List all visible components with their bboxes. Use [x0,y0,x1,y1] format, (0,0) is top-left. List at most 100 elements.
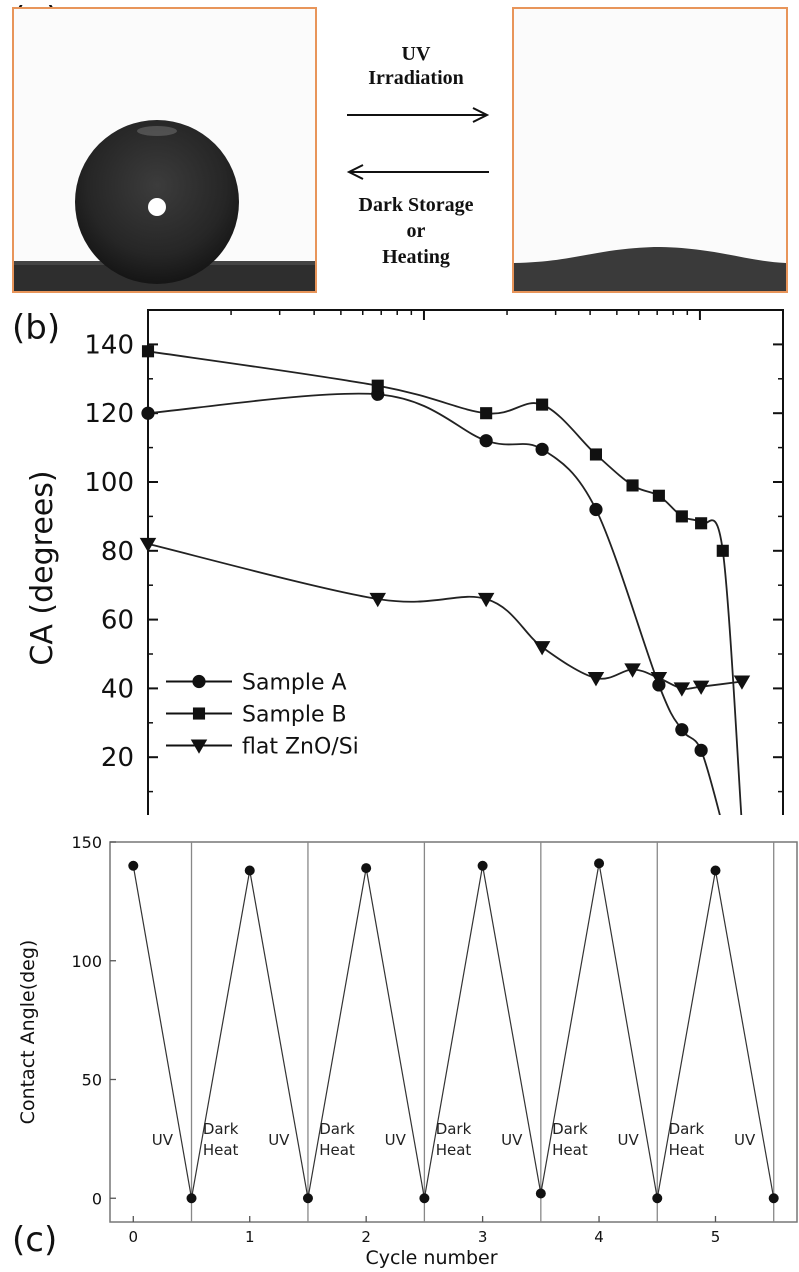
or-text: or [406,220,426,242]
data-point [361,863,372,874]
y-tick-label: 80 [101,537,134,567]
data-point [244,865,255,876]
y-tick-label: 40 [101,674,134,704]
forward-arrow-icon [347,107,490,123]
x-tick-label: 4 [594,1228,604,1246]
x-axis-label: Cycle number [365,1247,497,1269]
droplet-photo-after [512,7,788,293]
x-tick-label: 5 [711,1228,721,1246]
contact-angle-line [132,863,775,1199]
region-label: Heat [669,1141,705,1159]
dark-storage-label: Dark Storage or Heating [321,192,511,270]
y-tick-label: 140 [84,330,134,360]
panel-c-label: (c) [12,1220,58,1260]
data-point [479,434,493,448]
data-point [594,858,605,869]
y-tick-label: 60 [101,606,134,636]
back-arrow-icon [346,164,489,180]
region-label: Dark [203,1120,239,1138]
data-point [477,592,495,608]
data-point [141,406,155,420]
data-point [477,860,488,871]
legend-marker [192,674,206,689]
x-tick-label: 0 [129,1228,139,1246]
data-point [652,489,665,502]
panel-b-label: (b) [12,308,61,348]
data-point [536,398,549,411]
irradiation-text: Irradiation [368,67,464,89]
data-point [675,510,688,523]
y-tick-label: 120 [84,399,134,429]
data-point [533,641,551,656]
region-label: UV [501,1131,523,1149]
data-point [371,379,384,392]
y-tick-label: 20 [101,743,134,773]
data-point [419,1193,430,1204]
data-point [624,663,641,678]
data-point [710,865,721,876]
data-point [186,1193,197,1204]
data-point [652,1193,663,1204]
y-tick-label: 50 [82,1071,102,1090]
series-curve-1 [147,350,743,815]
uv-irradiation-label: UV Irradiation [321,42,511,90]
series-curve-0 [147,392,721,815]
region-label: UV [734,1131,756,1149]
data-point [535,1188,546,1199]
data-point [141,345,155,358]
y-tick-label: 0 [117,812,134,815]
heating-text: Heating [382,246,450,268]
data-point [692,680,710,695]
x-tick-label: 2 [361,1228,371,1246]
droplet-photo-before [12,7,317,293]
data-point [695,517,708,530]
region-label: Dark [669,1120,705,1138]
region-label: Heat [319,1141,355,1159]
region-label: UV [152,1131,174,1149]
legend-label: Sample A [242,671,347,696]
legend-marker [190,739,208,754]
y-tick-label: 100 [84,468,134,498]
legend-label: flat ZnO/Si [242,735,359,760]
region-label: Heat [552,1141,588,1159]
data-point [535,442,549,456]
data-point [650,672,668,687]
data-point [716,544,729,557]
x-tick-label: 1 [245,1228,255,1246]
data-point [302,1193,313,1204]
data-point [480,407,493,420]
y-tick-label: 0 [92,1189,102,1208]
x-tick-label: 3 [478,1228,488,1246]
region-label: UV [618,1131,640,1149]
data-point [675,723,689,737]
y-tick-label: 100 [71,952,102,971]
data-point [694,743,708,757]
data-point [139,537,157,553]
data-point [768,1193,779,1204]
region-label: Heat [436,1141,472,1159]
plot-frame [147,309,784,815]
dark-storage-text: Dark Storage [358,194,474,216]
data-point [589,448,603,461]
contact-angle-vs-time-chart: 0204060801001201400.1110UV Illumination … [25,309,784,815]
region-label: UV [268,1131,290,1149]
data-point [369,592,386,608]
region-label: Dark [436,1120,472,1138]
data-point [128,860,139,871]
plot-frame [109,841,798,1223]
y-axis-label: Contact Angle(deg) [17,940,39,1125]
data-point [626,479,639,492]
y-axis-label: CA (degrees) [25,470,60,665]
region-label: Heat [203,1141,239,1159]
region-label: Dark [319,1120,355,1138]
data-point [589,502,603,517]
data-point [587,672,605,687]
legend-label: Sample B [242,703,347,728]
uv-text: UV [401,43,431,65]
y-tick-label: 150 [71,833,102,852]
contact-angle-cycle-chart: 0 50 100 150 0 1 2 3 4 5 Cycle number Contact Angle… [17,833,798,1269]
data-point [673,682,691,697]
region-label: UV [385,1131,407,1149]
region-label: Dark [552,1120,588,1138]
legend-marker [192,707,206,720]
